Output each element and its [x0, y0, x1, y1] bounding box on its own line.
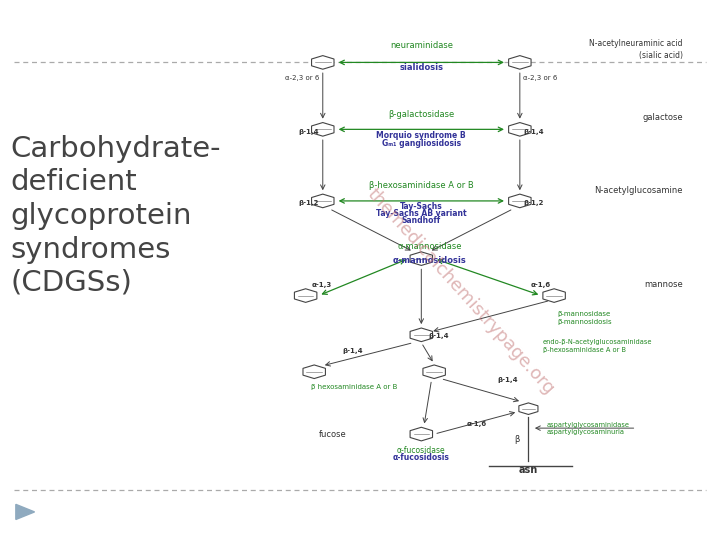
Text: β-mannosidase: β-mannosidase	[558, 311, 611, 317]
Text: N-acetylglucosamine: N-acetylglucosamine	[594, 186, 683, 195]
Text: β: β	[514, 435, 520, 443]
Polygon shape	[423, 365, 446, 379]
Text: α-fucosidase: α-fucosidase	[397, 446, 446, 455]
Text: β-1,4: β-1,4	[523, 129, 544, 134]
Text: α-1,6: α-1,6	[467, 421, 487, 427]
Polygon shape	[519, 403, 538, 415]
Text: α-mannosidase: α-mannosidase	[397, 242, 462, 251]
Text: α-1,6: α-1,6	[531, 282, 551, 288]
Text: asn: asn	[519, 465, 538, 475]
Text: Sandhoff: Sandhoff	[402, 216, 441, 225]
Text: Morquio syndrome B: Morquio syndrome B	[377, 131, 466, 140]
Polygon shape	[508, 123, 531, 136]
Text: Tay-Sachs: Tay-Sachs	[400, 202, 443, 211]
Text: α-mannosidosis: α-mannosidosis	[393, 256, 467, 265]
Text: β-hexosaminidase A or B: β-hexosaminidase A or B	[543, 347, 626, 353]
Text: α-fucosidosis: α-fucosidosis	[393, 453, 450, 462]
Polygon shape	[508, 194, 531, 208]
Polygon shape	[543, 289, 565, 302]
Polygon shape	[312, 56, 334, 69]
Text: β-1,4: β-1,4	[428, 333, 449, 339]
Text: α-1,3: α-1,3	[311, 282, 332, 288]
Polygon shape	[410, 252, 433, 266]
Text: α-2,3 or 6: α-2,3 or 6	[285, 75, 319, 80]
Text: Gₘ₁ gangliosidosis: Gₘ₁ gangliosidosis	[382, 139, 461, 148]
Polygon shape	[312, 194, 334, 208]
Text: Carbohydrate-
deficient
glycoprotein
syndromes
(CDGSs): Carbohydrate- deficient glycoprotein syn…	[11, 135, 221, 297]
Text: endo-β-N-acetylglucosaminidase: endo-β-N-acetylglucosaminidase	[543, 339, 652, 345]
Text: themedicalchemistrypage.org: themedicalchemistrypage.org	[364, 185, 558, 398]
Text: galactose: galactose	[642, 113, 683, 123]
Text: neuraminidase: neuraminidase	[390, 40, 453, 50]
Text: β-1,2: β-1,2	[299, 200, 319, 206]
Text: α-2,3 or 6: α-2,3 or 6	[523, 75, 558, 80]
Text: β-1,4: β-1,4	[343, 348, 363, 354]
Polygon shape	[410, 427, 433, 441]
Text: β-mannosidosis: β-mannosidosis	[558, 319, 612, 325]
Text: β-1,4: β-1,4	[299, 129, 319, 134]
Text: β-1,2: β-1,2	[523, 200, 544, 206]
Polygon shape	[410, 328, 433, 342]
Text: (sialic acid): (sialic acid)	[639, 51, 683, 60]
Text: Tay-Sachs AB variant: Tay-Sachs AB variant	[376, 209, 467, 218]
Text: N-acetylneuraminic acid: N-acetylneuraminic acid	[589, 39, 683, 49]
Polygon shape	[303, 365, 325, 379]
Text: β-galactosidase: β-galactosidase	[388, 110, 454, 119]
Text: β hexosaminidase A or B: β hexosaminidase A or B	[310, 384, 397, 390]
Polygon shape	[16, 504, 35, 519]
Text: β-hexosaminidase A or B: β-hexosaminidase A or B	[369, 181, 474, 190]
Text: β-1,4: β-1,4	[497, 376, 518, 383]
Polygon shape	[312, 123, 334, 136]
Polygon shape	[294, 289, 317, 302]
Text: mannose: mannose	[644, 280, 683, 288]
Text: aspartylglycosaminidase: aspartylglycosaminidase	[546, 422, 629, 428]
Polygon shape	[508, 56, 531, 69]
Text: fucose: fucose	[318, 430, 346, 438]
Text: sialidosis: sialidosis	[400, 63, 444, 72]
Text: aspartylglycosaminuria: aspartylglycosaminuria	[546, 429, 624, 435]
